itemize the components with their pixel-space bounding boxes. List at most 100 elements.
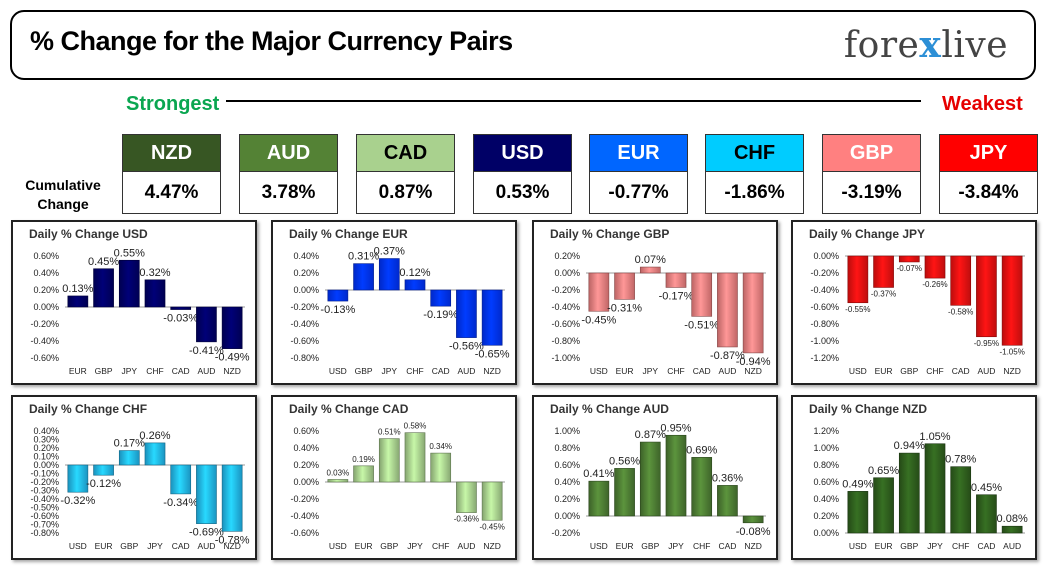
bar bbox=[93, 268, 114, 308]
y-tick-label: 1.00% bbox=[813, 443, 839, 453]
data-label: 0.37% bbox=[374, 246, 405, 258]
y-tick-label: 0.20% bbox=[33, 443, 59, 453]
x-tick-label: CAD bbox=[693, 366, 711, 376]
x-tick-label: CHF bbox=[952, 541, 969, 551]
bar bbox=[950, 466, 972, 534]
chart-title: Daily % Change GBP bbox=[550, 227, 670, 241]
y-tick-label: 0.20% bbox=[33, 285, 59, 295]
data-label: -0.07% bbox=[897, 264, 922, 273]
y-tick-label: 0.20% bbox=[293, 460, 319, 470]
y-tick-label: -0.20% bbox=[551, 528, 580, 538]
bar bbox=[1001, 255, 1023, 346]
data-label: -0.13% bbox=[320, 304, 355, 316]
bar bbox=[950, 255, 972, 306]
data-label: -0.69% bbox=[189, 527, 224, 539]
x-tick-label: USD bbox=[329, 366, 347, 376]
x-tick-label: CHF bbox=[667, 366, 684, 376]
currency-header: EUR bbox=[589, 134, 688, 172]
bar bbox=[481, 481, 503, 521]
y-tick-label: -0.40% bbox=[30, 336, 59, 346]
x-tick-label: GBP bbox=[900, 541, 918, 551]
y-tick-label: -0.80% bbox=[30, 528, 59, 538]
data-label: -1.05% bbox=[999, 347, 1024, 356]
bar bbox=[717, 272, 738, 348]
bar bbox=[873, 255, 894, 288]
x-tick-label: CHF bbox=[146, 366, 163, 376]
y-tick-label: 0.30% bbox=[33, 435, 59, 445]
currency-header: NZD bbox=[122, 134, 221, 172]
logo-text-left: fore bbox=[843, 25, 920, 66]
chart-panel-eur: Daily % Change EUR 0.40% 0.20% 0.00% -0.20%… bbox=[271, 220, 517, 385]
x-tick-label: EUR bbox=[355, 541, 373, 551]
x-tick-label: JPY bbox=[407, 541, 423, 551]
x-tick-label: JPY bbox=[927, 541, 943, 551]
bar bbox=[456, 481, 477, 513]
data-label: -0.55% bbox=[845, 305, 870, 314]
data-label: 0.26% bbox=[139, 430, 170, 442]
data-label: 0.56% bbox=[609, 455, 640, 467]
y-tick-label: -0.60% bbox=[810, 302, 839, 312]
x-tick-label: CAD bbox=[718, 541, 736, 551]
x-tick-label: EUR bbox=[95, 541, 113, 551]
x-tick-label: NZD bbox=[744, 541, 761, 551]
chart-title: Daily % Change JPY bbox=[809, 227, 926, 241]
chart-title: Daily % Change AUD bbox=[550, 402, 669, 416]
data-label: 0.87% bbox=[635, 429, 666, 441]
data-label: -0.37% bbox=[871, 289, 896, 298]
chart-title: Daily % Change CAD bbox=[289, 402, 409, 416]
y-tick-label: 0.60% bbox=[554, 460, 580, 470]
bar bbox=[144, 442, 166, 466]
data-label: 0.55% bbox=[114, 247, 145, 259]
x-tick-label: EUR bbox=[875, 366, 893, 376]
data-label: 0.34% bbox=[429, 442, 452, 451]
currency-header: JPY bbox=[939, 134, 1038, 172]
y-tick-label: -0.60% bbox=[30, 511, 59, 521]
bar bbox=[170, 464, 192, 495]
bar bbox=[378, 438, 400, 483]
strength-divider bbox=[226, 100, 921, 102]
bar bbox=[847, 491, 869, 534]
bar bbox=[327, 289, 349, 302]
x-tick-label: CAD bbox=[172, 366, 190, 376]
y-tick-label: 1.20% bbox=[813, 426, 839, 436]
bar bbox=[221, 464, 243, 532]
bar bbox=[353, 263, 374, 291]
x-tick-label: USD bbox=[69, 541, 87, 551]
x-tick-label: NZD bbox=[223, 541, 240, 551]
data-label: -0.45% bbox=[581, 314, 616, 326]
bar bbox=[67, 464, 89, 493]
data-label: 0.41% bbox=[583, 468, 614, 480]
y-tick-label: 0.40% bbox=[33, 268, 59, 278]
y-tick-label: -0.20% bbox=[290, 302, 319, 312]
y-tick-label: -0.80% bbox=[290, 353, 319, 363]
cumulative-value: -1.86% bbox=[705, 172, 804, 214]
x-tick-label: NZD bbox=[483, 366, 500, 376]
x-tick-label: CAD bbox=[172, 541, 190, 551]
y-tick-label: 0.00% bbox=[33, 460, 59, 470]
x-tick-label: JPY bbox=[381, 366, 397, 376]
data-label: -0.94% bbox=[736, 356, 771, 368]
cumulative-column-nzd: NZD 4.47% bbox=[122, 134, 221, 214]
y-tick-label: 0.80% bbox=[813, 460, 839, 470]
x-tick-label: JPY bbox=[121, 366, 137, 376]
x-tick-label: CAD bbox=[977, 541, 995, 551]
data-label: -0.31% bbox=[607, 302, 642, 314]
bar bbox=[898, 255, 920, 263]
x-tick-label: CHF bbox=[926, 366, 943, 376]
x-tick-label: USD bbox=[849, 541, 867, 551]
bar bbox=[67, 295, 89, 308]
cumulative-column-eur: EUR -0.77% bbox=[589, 134, 688, 214]
bar bbox=[430, 452, 452, 483]
bar bbox=[404, 432, 426, 483]
x-tick-label: EUR bbox=[616, 541, 634, 551]
y-tick-label: -0.60% bbox=[290, 528, 319, 538]
data-label: 0.49% bbox=[842, 478, 873, 490]
y-tick-label: -0.70% bbox=[30, 520, 59, 530]
x-tick-label: AUD bbox=[977, 366, 995, 376]
currency-header: CHF bbox=[705, 134, 804, 172]
chart-panel-jpy: Daily % Change JPY 0.00% -0.20% -0.40% -0.6… bbox=[791, 220, 1037, 385]
bar bbox=[614, 468, 635, 517]
chart-aud: 1.00% 0.80% 0.60% 0.40% 0.20% 0.00% -0.20% 0.41… bbox=[551, 422, 770, 551]
cumulative-value: -3.84% bbox=[939, 172, 1038, 214]
x-tick-label: AUD bbox=[197, 366, 215, 376]
